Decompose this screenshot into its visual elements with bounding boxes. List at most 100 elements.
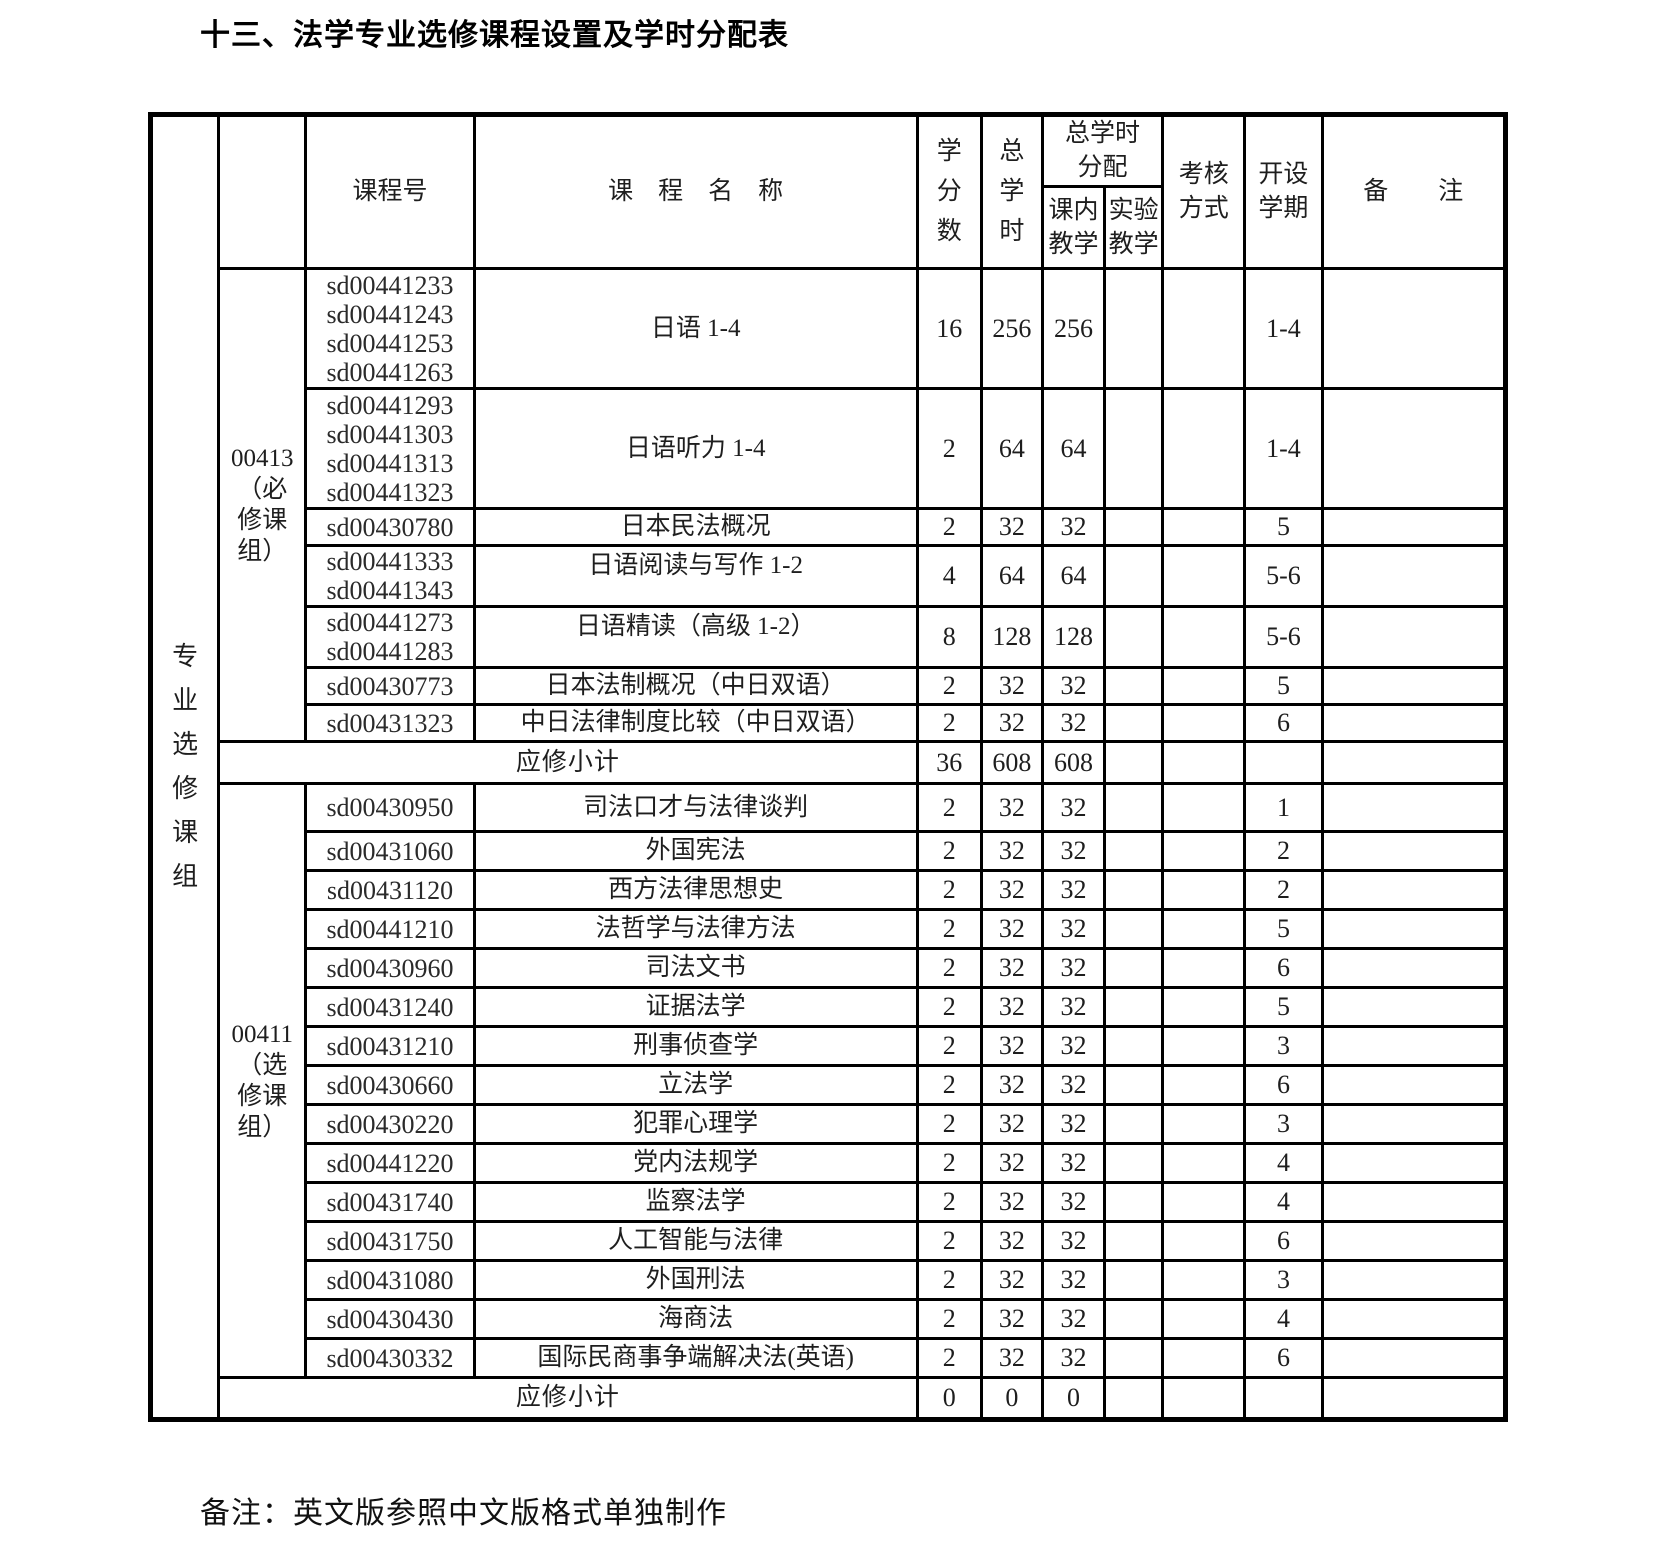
cell-assessment [1161, 947, 1247, 989]
cell-notes [1320, 267, 1508, 390]
cell-assessment [1161, 908, 1247, 950]
cell-experiment-hours [1103, 703, 1165, 743]
course-row: sd00430960 司法文书 2 32 32 6 [151, 947, 1508, 989]
header-row-1: 专 业 选 修 课 组 课程号 课 程 名 称 学 分 数 总 学 时 总学时 … [148, 113, 1508, 1421]
cell-notes [1320, 666, 1508, 706]
cell-total-hours: 32 [979, 666, 1044, 706]
cell-course-no: sd00441220 [304, 1142, 476, 1184]
cell-credits: 2 [915, 908, 983, 950]
cell-total-hours: 32 [979, 1142, 1044, 1184]
course-row: sd00430660 立法学 2 32 32 6 [151, 1064, 1508, 1106]
subtotal-row: 应修小计 36 608 608 [151, 740, 1508, 785]
cell-course-name: 日本法制概况（中日双语） [472, 666, 919, 706]
cell-course-name: 日本民法概况 [472, 507, 919, 547]
cell-in-class-hours: 32 [1040, 869, 1107, 911]
cell-in-class-hours: 32 [1040, 908, 1107, 950]
cell-course-name: 国际民商事争端解决法(英语) [472, 1337, 919, 1379]
cell-total-hours: 64 [979, 387, 1044, 510]
subtotal-row: 应修小计 0 0 0 [151, 1376, 1508, 1421]
cell-credits: 2 [915, 1064, 983, 1106]
cell-credits: 2 [915, 387, 983, 510]
cell-notes [1320, 1376, 1508, 1421]
course-row: sd00430773 日本法制概况（中日双语） 2 32 32 5 [151, 666, 1508, 706]
cell-semester: 3 [1243, 1259, 1324, 1301]
cell-semester: 6 [1243, 1220, 1324, 1262]
cell-semester [1243, 1376, 1324, 1421]
cell-assessment [1161, 507, 1247, 547]
cell-credits: 16 [915, 267, 983, 390]
cell-assessment [1161, 666, 1247, 706]
cell-course-name: 犯罪心理学 [472, 1103, 919, 1145]
cell-total-hours: 32 [979, 986, 1044, 1028]
cell-credits: 8 [915, 605, 983, 669]
cell-credits: 2 [915, 986, 983, 1028]
cell-course-name: 立法学 [472, 1064, 919, 1106]
cell-total-hours: 32 [979, 1025, 1044, 1067]
cell-total-hours: 0 [979, 1376, 1044, 1421]
cell-assessment [1161, 703, 1247, 743]
cell-in-class-hours: 32 [1040, 1220, 1107, 1262]
cell-course-no: sd00430960 [304, 947, 476, 989]
subtotal-label: 应修小计 [217, 740, 919, 785]
cell-notes [1320, 782, 1508, 833]
cell-credits: 2 [915, 666, 983, 706]
cell-experiment-hours [1103, 869, 1165, 911]
header-in-class-teaching: 课内 教学 [1040, 185, 1107, 270]
course-row: sd00441293 sd00441303 sd00441313 sd00441… [151, 387, 1508, 510]
cell-notes [1320, 1064, 1508, 1106]
subtotal-label: 应修小计 [217, 1376, 919, 1421]
cell-course-name: 日语 1-4 [472, 267, 919, 390]
cell-assessment [1161, 605, 1247, 669]
cell-experiment-hours [1103, 947, 1165, 989]
cell-credits: 2 [915, 1181, 983, 1223]
cell-total-hours: 32 [979, 1220, 1044, 1262]
cell-experiment-hours [1103, 1181, 1165, 1223]
cell-notes [1320, 1142, 1508, 1184]
course-row: sd00430780 日本民法概况 2 32 32 5 [151, 507, 1508, 547]
cell-notes [1320, 830, 1508, 872]
course-row: sd00441273 sd00441283 日语精读（高级 1-2） 8 128 128… [151, 605, 1508, 669]
cell-semester: 5 [1243, 507, 1324, 547]
cell-course-no: sd00430773 [304, 666, 476, 706]
cell-semester: 1-4 [1243, 267, 1324, 390]
cell-assessment [1161, 1181, 1247, 1223]
cell-in-class-hours: 32 [1040, 1064, 1107, 1106]
cell-notes [1320, 947, 1508, 989]
cell-credits: 2 [915, 1220, 983, 1262]
cell-course-name: 司法口才与法律谈判 [472, 782, 919, 833]
cell-in-class-hours: 32 [1040, 1103, 1107, 1145]
cell-semester: 5 [1243, 666, 1324, 706]
header-course-no: 课程号 [304, 113, 476, 270]
cell-experiment-hours [1103, 1025, 1165, 1067]
cell-course-no: sd00441273 sd00441283 [304, 605, 476, 669]
cell-experiment-hours [1103, 544, 1165, 608]
cell-total-hours: 32 [979, 1103, 1044, 1145]
cell-course-no: sd00431323 [304, 703, 476, 743]
cell-credits: 0 [915, 1376, 983, 1421]
cell-course-name: 司法文书 [472, 947, 919, 989]
cell-in-class-hours: 32 [1040, 666, 1107, 706]
cell-in-class-hours: 32 [1040, 1259, 1107, 1301]
cell-assessment [1161, 740, 1247, 785]
cell-credits: 2 [915, 507, 983, 547]
header-total-hours: 总 学 时 [979, 113, 1044, 270]
header-experiment-teaching: 实验 教学 [1103, 185, 1165, 270]
course-row: sd00431120 西方法律思想史 2 32 32 2 [151, 869, 1508, 911]
cell-semester: 5 [1243, 986, 1324, 1028]
cell-course-name: 日语听力 1-4 [472, 387, 919, 510]
cell-in-class-hours: 32 [1040, 507, 1107, 547]
cell-notes [1320, 1025, 1508, 1067]
cell-course-name: 证据法学 [472, 986, 919, 1028]
course-hours-table: 专 业 选 修 课 组 课程号 课 程 名 称 学 分 数 总 学 时 总学时 … [148, 112, 1508, 1422]
cell-assessment [1161, 1103, 1247, 1145]
cell-course-no: sd00431240 [304, 986, 476, 1028]
cell-assessment [1161, 1298, 1247, 1340]
cell-semester: 6 [1243, 947, 1324, 989]
header-group-cell [217, 113, 308, 270]
cell-assessment [1161, 1142, 1247, 1184]
cell-assessment [1161, 986, 1247, 1028]
cell-semester: 5-6 [1243, 544, 1324, 608]
cell-semester: 1 [1243, 782, 1324, 833]
cell-experiment-hours [1103, 740, 1165, 785]
cell-experiment-hours [1103, 605, 1165, 669]
